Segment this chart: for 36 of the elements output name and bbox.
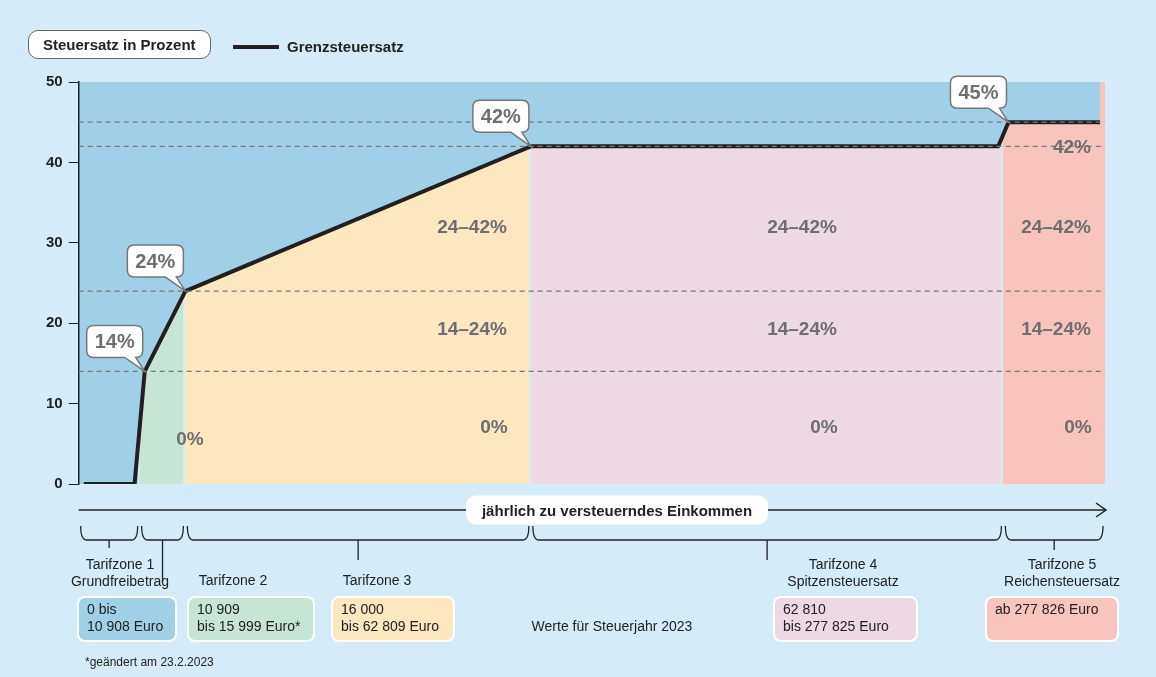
annotation: 0%	[810, 415, 838, 437]
data-label: 42%	[480, 104, 522, 127]
annotation: 14–24%	[437, 317, 507, 339]
text: 0 bis 10 908 Euro	[77, 596, 177, 642]
y-tick-label: 40	[46, 152, 63, 170]
text: Werte für Steuerjahr 2023	[531, 618, 693, 635]
text: Tarifzone 4 Spitzensteuersatz	[787, 556, 899, 590]
text: 62 810 bis 277 825 Euro	[773, 596, 918, 642]
y-tick-label: 50	[46, 72, 63, 90]
annotation: 24–42%	[437, 215, 507, 237]
y-tick-label: 0	[54, 474, 63, 492]
text: *geändert am 23.2.2023	[85, 654, 214, 671]
y-tick-label: 30	[46, 232, 63, 250]
annotation: 0%	[1064, 415, 1092, 437]
annotation: 0%	[480, 415, 508, 437]
y-tick-label: 20	[46, 313, 63, 331]
annotation: 0%	[176, 427, 204, 449]
text: Tarifzone 5 Reichensteuersatz	[1004, 556, 1120, 590]
data-label: 45%	[958, 80, 999, 103]
text: Tarifzone 2	[198, 572, 268, 589]
text: Tarifzone 1 Grundfreibetrag	[70, 556, 170, 590]
annotation: 24–42%	[1021, 215, 1091, 237]
annotation: 14–24%	[1021, 317, 1091, 339]
data-label: 14%	[94, 329, 135, 352]
data-label: 24%	[135, 249, 176, 272]
annotation: 42%	[1052, 135, 1092, 157]
y-tick-label: 10	[46, 393, 63, 411]
x-axis-title: jährlich zu versteuerndes Einkommen	[465, 495, 769, 525]
annotation: 24–42%	[767, 215, 837, 237]
text: 10 909 bis 15 999 Euro*	[187, 596, 315, 642]
text: ab 277 826 Euro	[985, 596, 1119, 642]
text: 16 000 bis 62 809 Euro	[331, 596, 455, 642]
annotation: 14–24%	[767, 317, 837, 339]
y-axis-title: Steuersatz in Prozent	[28, 30, 211, 59]
legend-label: Grenzsteuersatz	[287, 38, 404, 55]
text: Tarifzone 3	[342, 572, 412, 589]
